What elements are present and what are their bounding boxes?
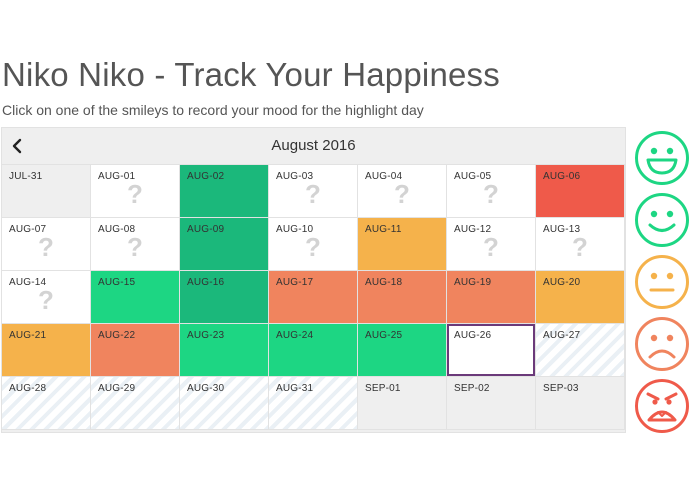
day-label: AUG-27	[543, 330, 581, 341]
day-cell[interactable]: AUG-16	[180, 271, 269, 324]
calendar-header: August 2016	[2, 128, 625, 165]
unknown-mood-icon: ?	[127, 179, 143, 209]
day-cell[interactable]: AUG-04?	[358, 165, 447, 218]
day-cell[interactable]: AUG-12?	[447, 218, 536, 271]
day-cell[interactable]: SEP-02	[447, 377, 536, 430]
day-label: AUG-10	[276, 224, 314, 235]
neutral-face-icon[interactable]	[634, 254, 690, 310]
day-label: AUG-15	[98, 277, 136, 288]
day-label: AUG-30	[187, 383, 225, 394]
grinning-face-icon[interactable]	[634, 130, 690, 186]
day-label: AUG-24	[276, 330, 314, 341]
unknown-mood-icon: ?	[394, 179, 410, 209]
day-cell[interactable]: SEP-01	[358, 377, 447, 430]
day-cell[interactable]: AUG-01?	[91, 165, 180, 218]
day-label: AUG-23	[187, 330, 225, 341]
day-label: AUG-12	[454, 224, 492, 235]
day-label: AUG-02	[187, 171, 225, 182]
day-label: AUG-07	[9, 224, 47, 235]
day-label: AUG-03	[276, 171, 314, 182]
day-cell[interactable]: AUG-24	[269, 324, 358, 377]
day-label: SEP-03	[543, 383, 579, 394]
day-label: JUL-31	[9, 171, 43, 182]
day-label: AUG-06	[543, 171, 581, 182]
day-label: AUG-16	[187, 277, 225, 288]
day-cell[interactable]: AUG-22	[91, 324, 180, 377]
day-cell[interactable]: AUG-31	[269, 377, 358, 430]
day-cell[interactable]: AUG-29	[91, 377, 180, 430]
unknown-mood-icon: ?	[483, 232, 499, 262]
calendar-grid: JUL-31 AUG-01? AUG-02 AUG-03? AUG-04? AUG-05?…	[2, 165, 625, 430]
day-label: AUG-04	[365, 171, 403, 182]
day-cell[interactable]: AUG-28	[2, 377, 91, 430]
day-label: AUG-18	[365, 277, 403, 288]
day-label: AUG-28	[9, 383, 47, 394]
day-cell[interactable]: AUG-07?	[2, 218, 91, 271]
day-label: SEP-01	[365, 383, 401, 394]
month-label: August 2016	[271, 137, 356, 154]
day-label: AUG-01	[98, 171, 136, 182]
day-cell[interactable]: AUG-18	[358, 271, 447, 324]
day-label: AUG-05	[454, 171, 492, 182]
day-label: AUG-19	[454, 277, 492, 288]
page-title: Niko Niko - Track Your Happiness	[2, 56, 500, 93]
day-cell[interactable]: AUG-02	[180, 165, 269, 218]
day-cell[interactable]: AUG-27	[536, 324, 625, 377]
previous-month-button[interactable]	[9, 134, 25, 158]
day-label: AUG-22	[98, 330, 136, 341]
smiling-face-icon[interactable]	[634, 192, 690, 248]
day-label: AUG-17	[276, 277, 314, 288]
mood-picker	[634, 130, 694, 440]
day-label: AUG-14	[9, 277, 47, 288]
day-cell[interactable]: JUL-31	[2, 165, 91, 218]
day-label: AUG-29	[98, 383, 136, 394]
day-label: AUG-31	[276, 383, 314, 394]
day-cell[interactable]: AUG-19	[447, 271, 536, 324]
day-cell[interactable]: AUG-13?	[536, 218, 625, 271]
chevron-left-icon	[12, 138, 22, 154]
day-cell[interactable]: AUG-14?	[2, 271, 91, 324]
day-label: AUG-25	[365, 330, 403, 341]
day-cell[interactable]: AUG-25	[358, 324, 447, 377]
day-cell[interactable]: AUG-21	[2, 324, 91, 377]
day-cell[interactable]: AUG-26	[447, 324, 536, 377]
unknown-mood-icon: ?	[305, 179, 321, 209]
day-cell[interactable]: AUG-15	[91, 271, 180, 324]
day-label: AUG-21	[9, 330, 47, 341]
day-cell[interactable]: AUG-03?	[269, 165, 358, 218]
day-label: AUG-26	[454, 330, 492, 341]
unknown-mood-icon: ?	[483, 179, 499, 209]
day-label: AUG-09	[187, 224, 225, 235]
day-label: AUG-20	[543, 277, 581, 288]
day-cell[interactable]: SEP-03	[536, 377, 625, 430]
frowning-face-icon[interactable]	[634, 316, 690, 372]
day-label: AUG-11	[365, 224, 402, 235]
day-cell[interactable]: AUG-09	[180, 218, 269, 271]
unknown-mood-icon: ?	[572, 232, 588, 262]
day-cell[interactable]: AUG-30	[180, 377, 269, 430]
day-label: AUG-13	[543, 224, 581, 235]
angry-face-icon[interactable]	[634, 378, 690, 434]
day-label: SEP-02	[454, 383, 490, 394]
day-cell[interactable]: AUG-05?	[447, 165, 536, 218]
page-subtitle: Click on one of the smileys to record yo…	[2, 102, 424, 118]
unknown-mood-icon: ?	[127, 232, 143, 262]
day-cell[interactable]: AUG-10?	[269, 218, 358, 271]
day-cell[interactable]: AUG-06	[536, 165, 625, 218]
day-cell[interactable]: AUG-23	[180, 324, 269, 377]
day-cell[interactable]: AUG-20	[536, 271, 625, 324]
day-cell[interactable]: AUG-11	[358, 218, 447, 271]
day-label: AUG-08	[98, 224, 136, 235]
day-cell[interactable]: AUG-08?	[91, 218, 180, 271]
unknown-mood-icon: ?	[38, 232, 54, 262]
day-cell[interactable]: AUG-17	[269, 271, 358, 324]
unknown-mood-icon: ?	[305, 232, 321, 262]
unknown-mood-icon: ?	[38, 285, 54, 315]
mood-calendar: August 2016 JUL-31 AUG-01? AUG-02 AUG-03? AU…	[1, 127, 626, 433]
